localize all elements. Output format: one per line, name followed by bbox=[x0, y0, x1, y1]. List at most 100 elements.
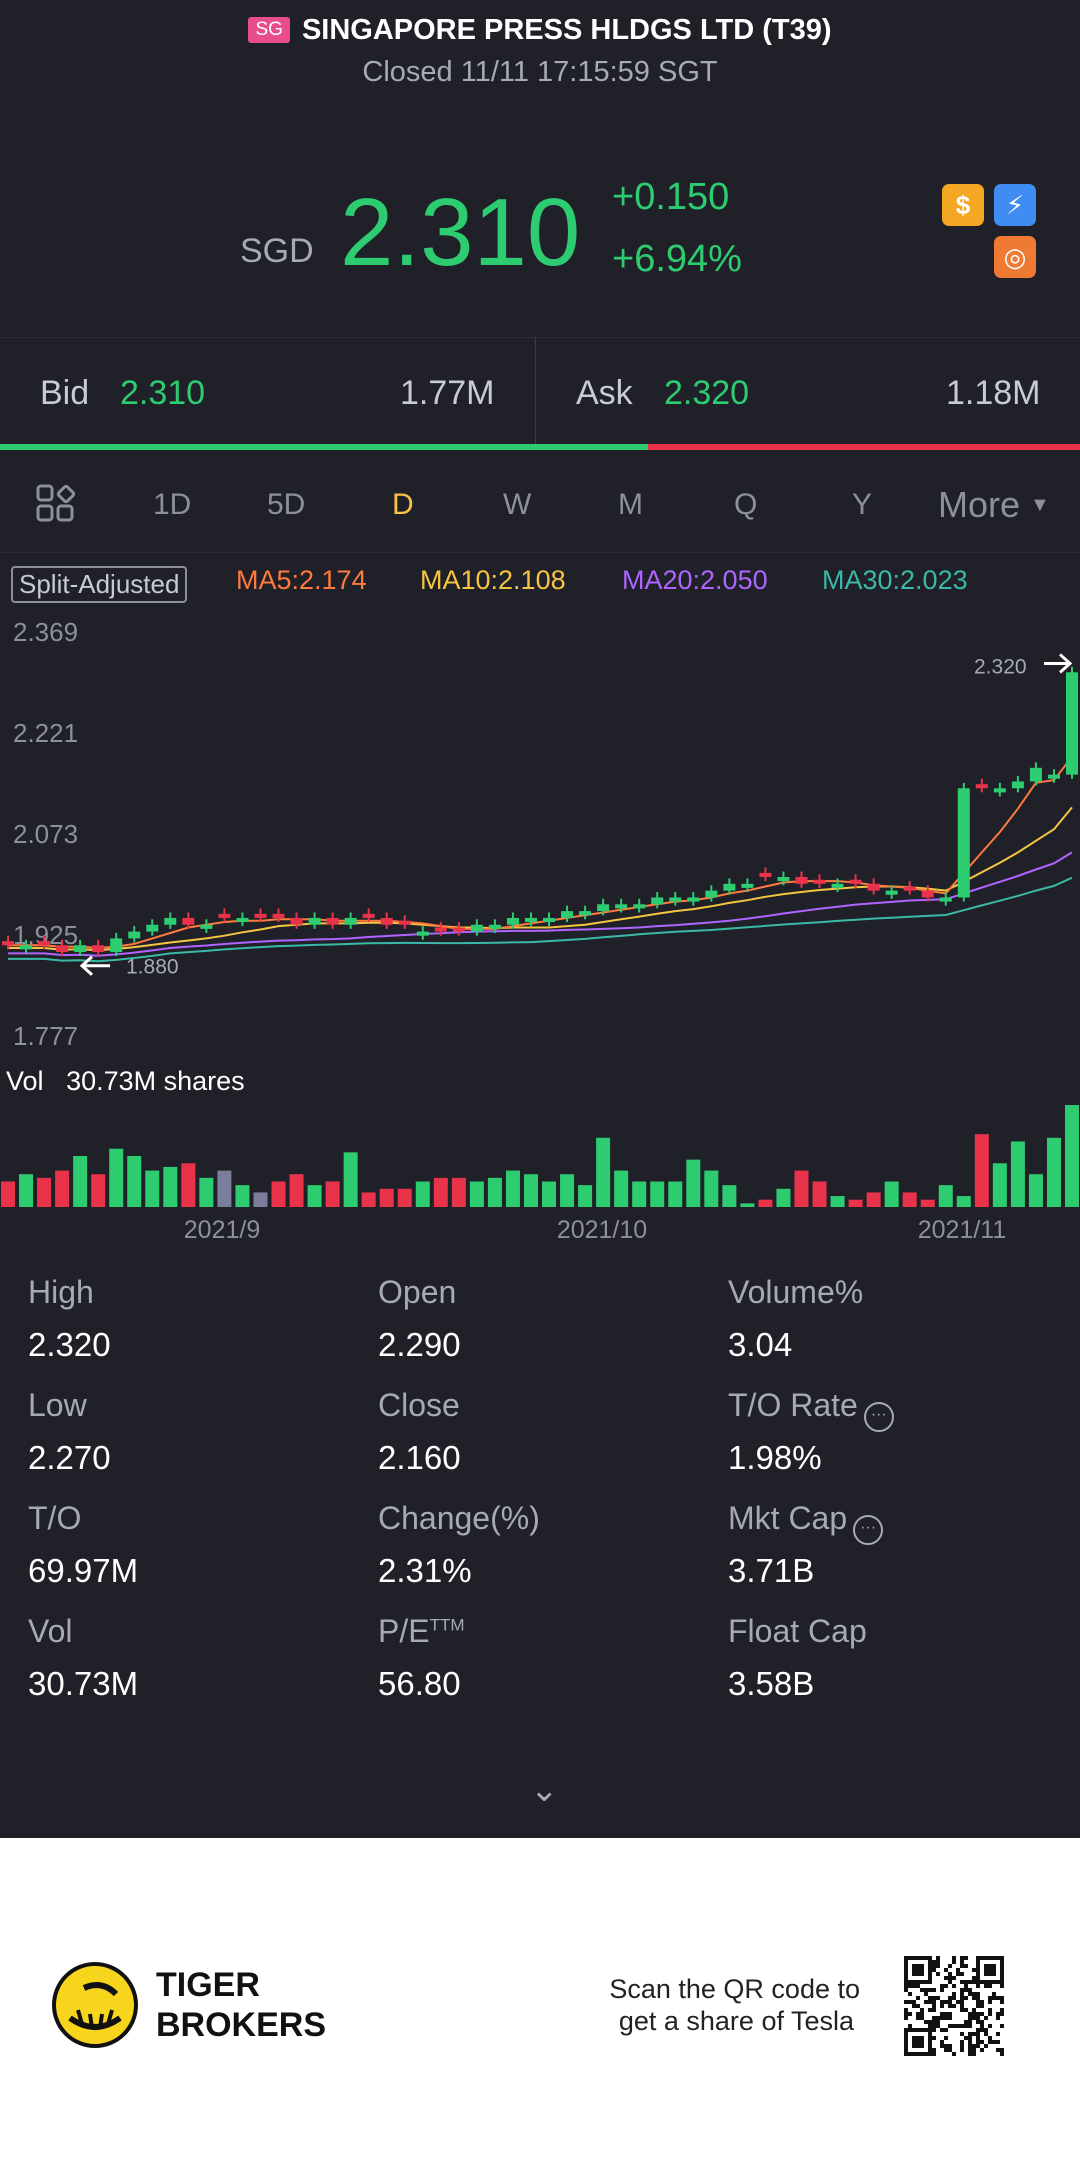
stock-name: SINGAPORE PRESS HLDGS LTD (T39) bbox=[301, 14, 832, 46]
qr-module bbox=[976, 2036, 980, 2040]
tab-w[interactable]: W bbox=[503, 488, 532, 521]
tab-d[interactable]: D bbox=[392, 488, 414, 521]
tab-1d[interactable]: 1D bbox=[153, 488, 192, 521]
qr-module bbox=[908, 2000, 912, 2004]
qr-code bbox=[904, 1956, 1004, 2056]
qr-module bbox=[948, 2024, 952, 2028]
volume-bar bbox=[866, 1192, 881, 1207]
qr-module bbox=[944, 2048, 948, 2052]
qr-module bbox=[952, 1960, 956, 1964]
qr-module bbox=[960, 1992, 964, 1996]
qr-module bbox=[972, 1976, 976, 1980]
qr-module bbox=[968, 1980, 972, 1984]
qr-module bbox=[996, 2032, 1000, 2036]
stat-label-text: Change(%) bbox=[378, 1500, 540, 1536]
tiger-logo bbox=[52, 1962, 138, 2048]
stat-label-text: Mkt Cap bbox=[728, 1500, 848, 1536]
qr-module bbox=[968, 2020, 972, 2024]
qr-module bbox=[968, 2016, 972, 2020]
info-icon[interactable]: ··· bbox=[863, 1402, 894, 1432]
qr-module bbox=[964, 1980, 968, 1984]
stat-label-text: Volume% bbox=[728, 1274, 864, 1310]
tab-m[interactable]: M bbox=[618, 488, 643, 521]
qr-module bbox=[948, 2048, 952, 2052]
volume-bar bbox=[379, 1188, 394, 1207]
qr-module bbox=[904, 2000, 908, 2004]
qr-module bbox=[988, 1972, 992, 1976]
flash-icon[interactable]: ⚡ bbox=[994, 184, 1036, 226]
candle-body bbox=[74, 945, 87, 953]
qr-module bbox=[972, 2048, 976, 2052]
volume-bar bbox=[109, 1148, 124, 1207]
qr-module bbox=[944, 2000, 948, 2004]
qr-module bbox=[904, 2008, 908, 2012]
price-change: +0.150 bbox=[612, 176, 730, 218]
qr-module bbox=[936, 1964, 940, 1968]
qr-module bbox=[920, 2028, 924, 2032]
brand-name-line1: TIGER bbox=[156, 1966, 260, 2004]
stat-label: Mkt Cap ··· bbox=[728, 1500, 884, 1545]
stat-value: 2.31% bbox=[378, 1552, 472, 1589]
more-label: More bbox=[938, 484, 1021, 525]
qr-module bbox=[960, 2044, 964, 2048]
tab-5d[interactable]: 5D bbox=[267, 488, 306, 521]
qr-module bbox=[928, 1988, 932, 1992]
stat-label-text: P/E bbox=[378, 1613, 430, 1649]
qr-module bbox=[1000, 2000, 1004, 2004]
qr-module bbox=[904, 1984, 908, 1988]
candle-body bbox=[308, 917, 321, 925]
volume-bar bbox=[523, 1174, 538, 1207]
chevron-down-icon[interactable]: ⌄ bbox=[530, 1771, 559, 1809]
qr-module bbox=[984, 1968, 988, 1972]
stat-value: 2.290 bbox=[378, 1326, 461, 1363]
qr-module bbox=[980, 2020, 984, 2024]
qr-module bbox=[912, 1956, 916, 1960]
qr-module bbox=[908, 1984, 912, 1988]
tab-y[interactable]: Y bbox=[852, 488, 873, 521]
qr-module bbox=[948, 2016, 952, 2020]
margin-icon[interactable]: ◎ bbox=[994, 236, 1036, 278]
dollar-icon[interactable]: $ bbox=[942, 184, 984, 226]
tab-q[interactable]: Q bbox=[734, 488, 758, 521]
volume-bar bbox=[722, 1185, 737, 1207]
stat-label-text: T/O bbox=[28, 1500, 82, 1536]
price-change-percent: +6.94% bbox=[612, 238, 742, 280]
qr-module bbox=[904, 2032, 908, 2036]
qr-module bbox=[916, 2016, 920, 2020]
candle-body bbox=[38, 941, 51, 946]
qr-module bbox=[904, 1980, 908, 1984]
tab-more[interactable]: More ▼ bbox=[938, 484, 1050, 526]
volume-bar bbox=[469, 1181, 484, 1207]
qr-module bbox=[916, 2012, 920, 2016]
qr-module bbox=[936, 2016, 940, 2020]
qr-module bbox=[992, 1980, 996, 1984]
volume-bar bbox=[560, 1174, 575, 1207]
qr-module bbox=[920, 1964, 924, 1968]
qr-module bbox=[960, 1964, 964, 1968]
grid-icon[interactable] bbox=[36, 484, 76, 524]
candle-body bbox=[561, 911, 574, 918]
volume-bar bbox=[181, 1163, 196, 1207]
qr-module bbox=[960, 1960, 964, 1964]
ma5-label: MA5:2.174 bbox=[236, 565, 367, 595]
qr-module bbox=[932, 1964, 936, 1968]
candle-body bbox=[344, 917, 357, 925]
qr-module bbox=[976, 1976, 980, 1980]
split-adjusted-toggle[interactable]: Split-Adjusted bbox=[11, 566, 188, 603]
qr-module bbox=[904, 1964, 908, 1968]
qr-module bbox=[920, 1968, 924, 1972]
qr-module bbox=[920, 1988, 924, 1992]
arrow-right-icon bbox=[1044, 653, 1073, 674]
candle-body bbox=[488, 924, 501, 929]
qr-module bbox=[948, 2000, 952, 2004]
share-footer bbox=[0, 1838, 1080, 2172]
qr-module bbox=[932, 2048, 936, 2052]
volume-bar bbox=[776, 1188, 791, 1207]
qr-module bbox=[964, 2024, 968, 2028]
qr-module bbox=[948, 2044, 952, 2048]
bid-price: 2.310 bbox=[120, 374, 206, 412]
info-icon[interactable]: ··· bbox=[853, 1515, 884, 1545]
qr-module bbox=[992, 1956, 996, 1960]
qr-module bbox=[932, 2008, 936, 2012]
